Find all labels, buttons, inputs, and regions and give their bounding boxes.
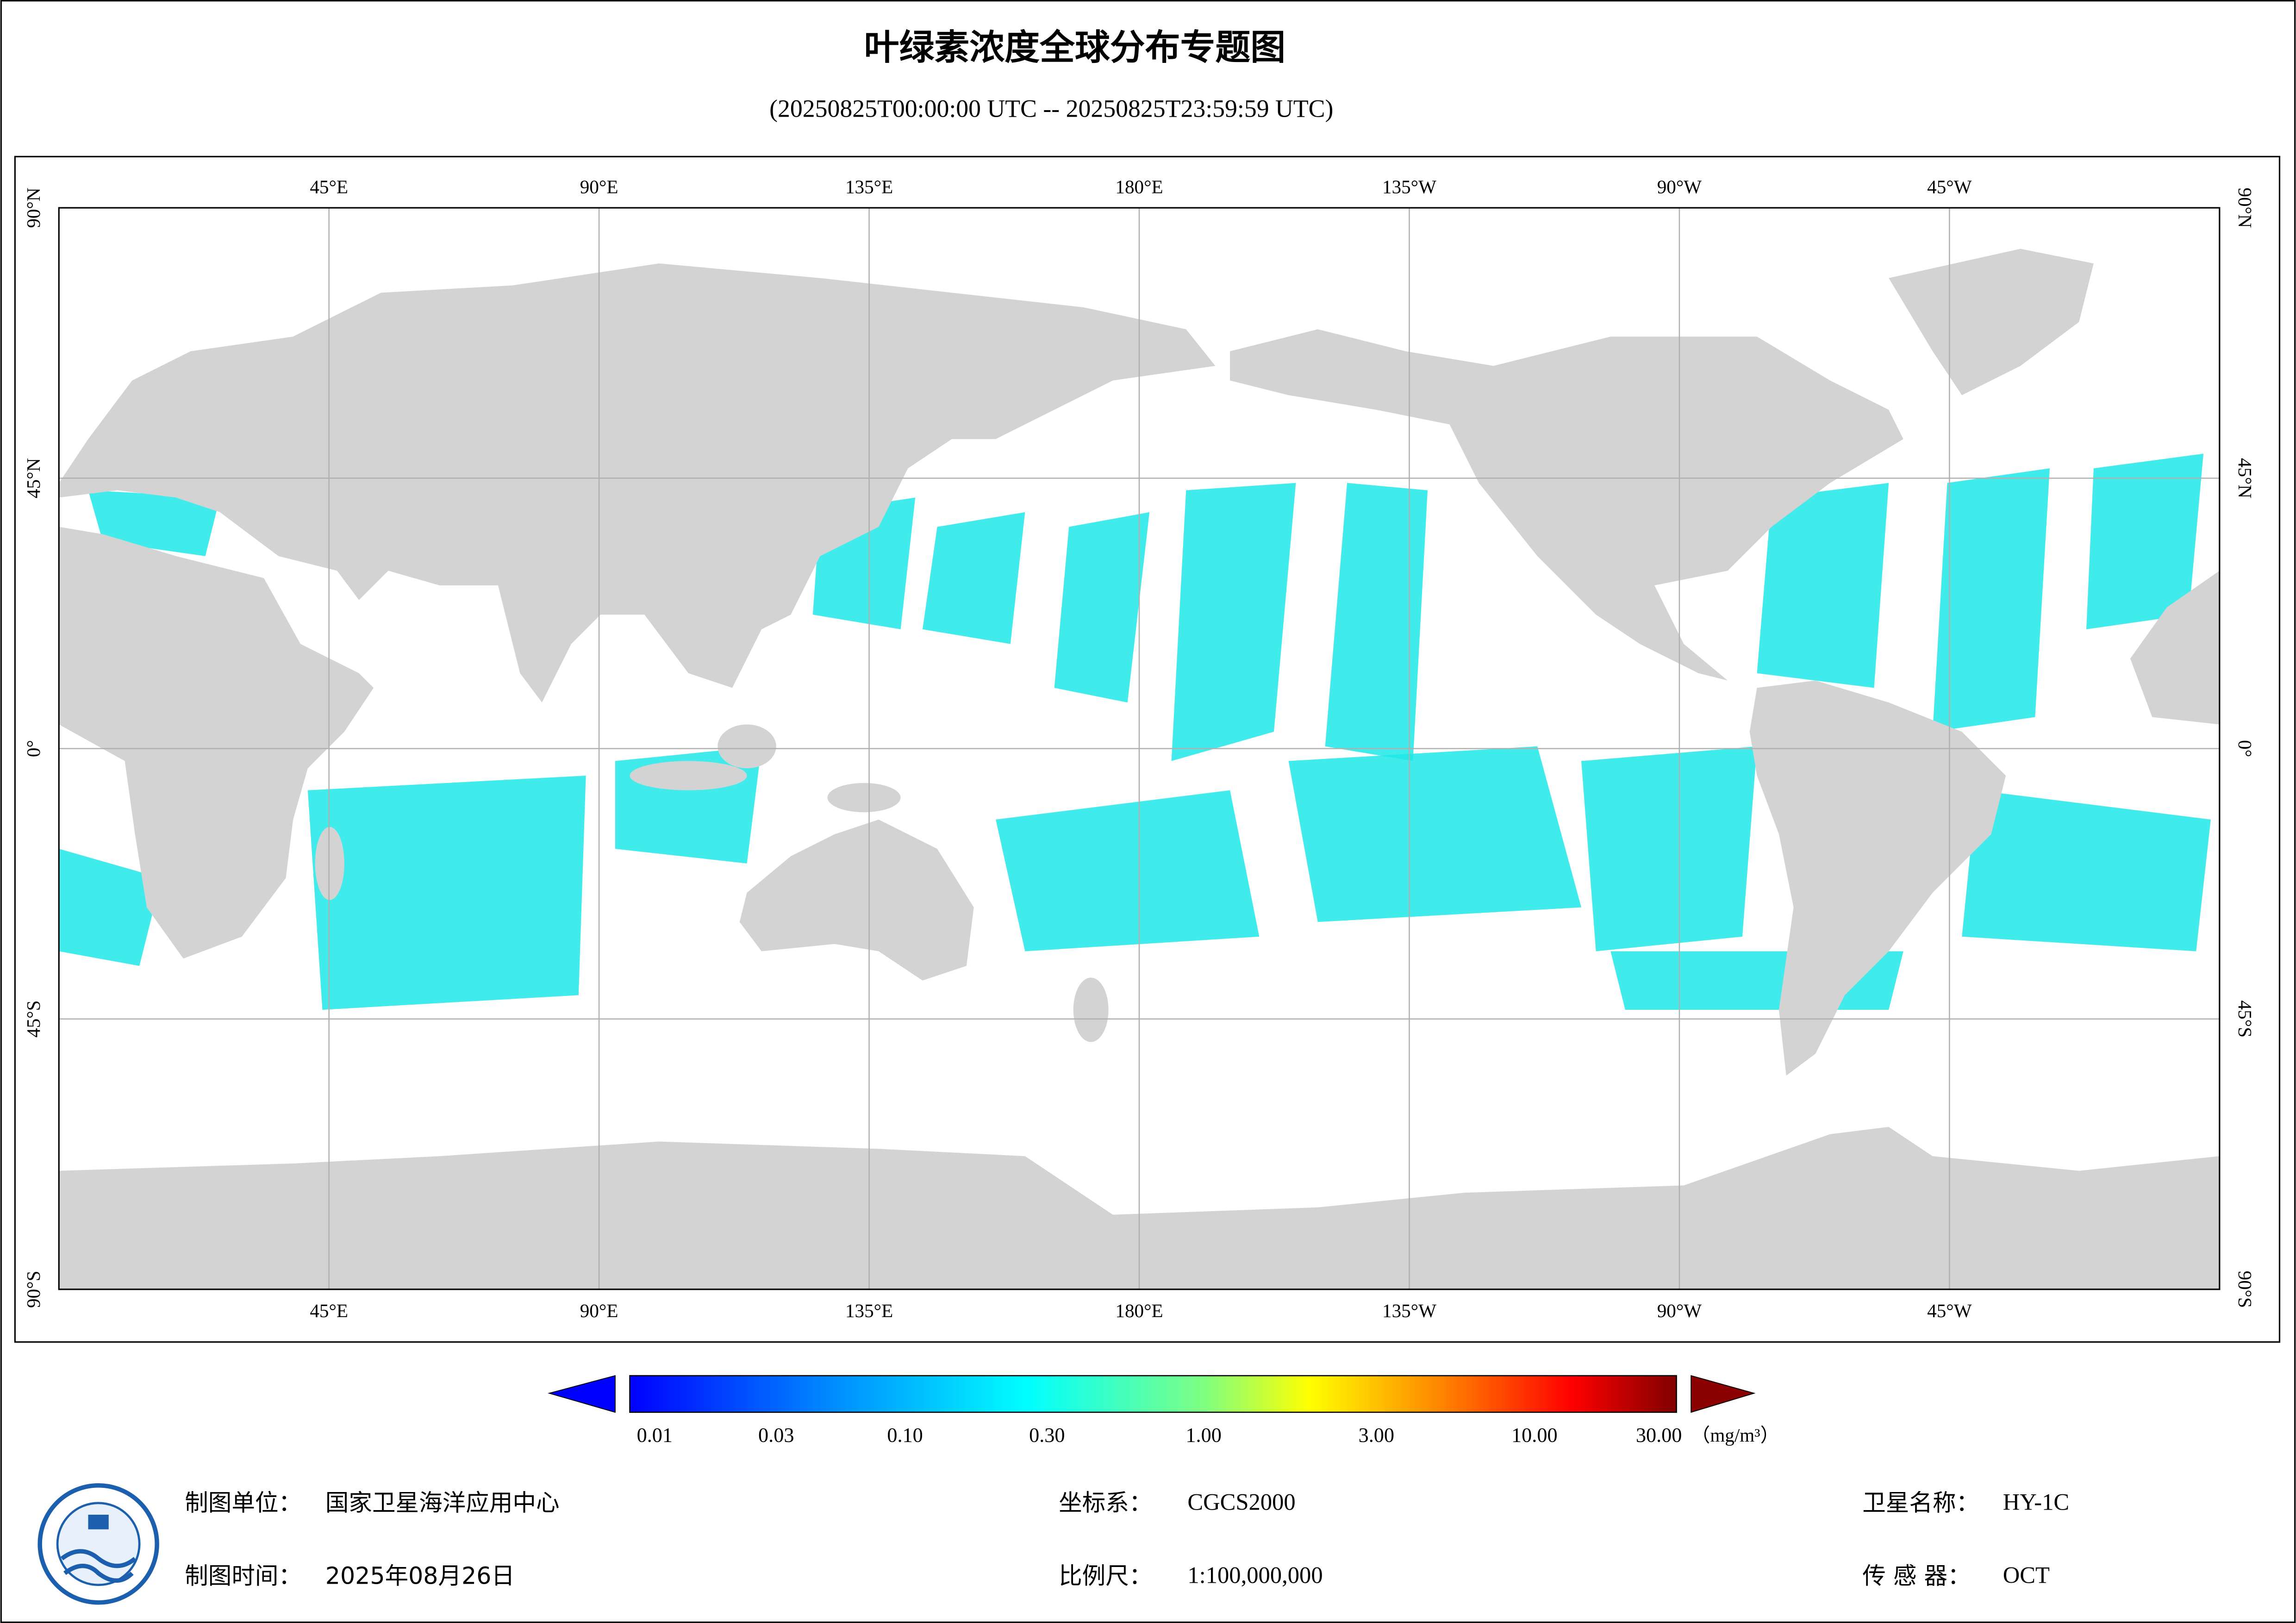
colorbar-label: 0.30 [1029, 1424, 1065, 1447]
lon-label-top: 45°E [310, 176, 348, 197]
footer-label: 比例尺： [1059, 1562, 1152, 1589]
footer-value: OCT [2003, 1562, 2050, 1588]
lat-label-right: 45°N [2234, 458, 2256, 498]
colorbar-label: 0.03 [758, 1424, 794, 1447]
lon-label-top: 90°W [1657, 176, 1702, 197]
lat-label-right: 0° [2234, 740, 2256, 757]
footer-label: 制图时间： [185, 1562, 302, 1589]
colorbar-over [1691, 1375, 1756, 1413]
colorbar-label: 0.10 [887, 1424, 923, 1447]
map-border [58, 207, 2221, 1290]
colorbar [629, 1375, 1677, 1413]
lon-label-bottom: 180°E [1115, 1300, 1163, 1321]
lat-label-left: 45°S [23, 1001, 44, 1038]
lon-label-bottom: 45°E [310, 1300, 348, 1321]
colorbar-label: 30.00 [1636, 1424, 1682, 1447]
lon-label-top: 135°W [1382, 176, 1436, 197]
footer-label: 坐标系： [1059, 1489, 1152, 1516]
subtitle: (20250825T00:00:00 UTC -- 20250825T23:59… [769, 95, 1333, 123]
lon-label-bottom: 135°W [1382, 1300, 1436, 1321]
footer-value: CGCS2000 [1187, 1489, 1295, 1515]
lat-label-left: 90°S [23, 1271, 44, 1308]
lat-label-left: 45°N [23, 458, 44, 498]
lon-label-bottom: 45°W [1927, 1300, 1972, 1321]
footer-label: 制图单位： [185, 1489, 302, 1516]
lon-label-top: 45°W [1927, 176, 1972, 197]
map-frame [14, 155, 2281, 1343]
lon-label-bottom: 90°W [1657, 1300, 1702, 1321]
lat-label-left: 0° [23, 740, 44, 757]
footer-value: 1:100,000,000 [1187, 1562, 1323, 1588]
logo [37, 1483, 159, 1605]
lat-label-left: 90°N [23, 187, 44, 228]
footer-value: 2025年08月26日 [325, 1562, 515, 1589]
lon-label-top: 135°E [845, 176, 893, 197]
map [59, 208, 2220, 1289]
lat-label-right: 90°N [2234, 187, 2256, 228]
colorbar-under [548, 1375, 616, 1413]
title: 叶绿素浓度全球分布专题图 [864, 27, 1286, 68]
footer-value: 国家卫星海洋应用中心 [325, 1489, 560, 1516]
footer-label: 传 感 器： [1862, 1562, 1971, 1589]
lon-label-bottom: 90°E [580, 1300, 618, 1321]
lon-label-bottom: 135°E [845, 1300, 893, 1321]
footer-label: 卫星名称： [1862, 1489, 1979, 1516]
colorbar-label: 3.00 [1359, 1424, 1394, 1447]
colorbar-label: 10.00 [1511, 1424, 1558, 1447]
colorbar-label: 0.01 [637, 1424, 673, 1447]
lat-label-right: 45°S [2234, 1001, 2256, 1038]
lon-label-top: 180°E [1115, 176, 1163, 197]
footer-value: HY-1C [2003, 1489, 2069, 1515]
lon-label-top: 90°E [580, 176, 618, 197]
lat-label-right: 90°S [2234, 1271, 2256, 1308]
graticule [59, 208, 2220, 1289]
colorbar-unit: （mg/m³） [1691, 1424, 1779, 1446]
colorbar-label: 1.00 [1185, 1424, 1221, 1447]
